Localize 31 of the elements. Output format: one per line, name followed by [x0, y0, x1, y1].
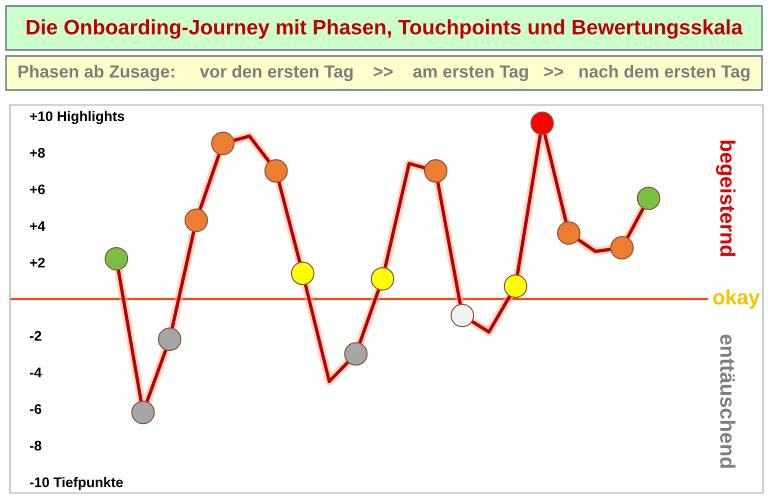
- y-tick-label: +2: [30, 258, 45, 268]
- y-tick-label: -4: [30, 368, 42, 378]
- point: [530, 112, 554, 136]
- y-tick-label: -8: [30, 440, 42, 451]
- point: [636, 186, 660, 210]
- chart-title: Die Onboarding-Journey mit Phasen, Touchpoints und Bewertungsskala: [26, 19, 743, 39]
- y-tick-label: +10 Highlights: [30, 110, 124, 124]
- ref-line-label: okay: [713, 289, 760, 309]
- point: [610, 236, 634, 260]
- y-tick-label: +8: [30, 148, 45, 158]
- y-tick-label: -2: [30, 330, 42, 341]
- point: [211, 132, 235, 156]
- point: [557, 221, 581, 245]
- point: [290, 262, 314, 286]
- y-tick-label: +4: [30, 221, 46, 231]
- point: [104, 246, 128, 270]
- point: [370, 267, 394, 291]
- chart-subtitle: Phasen ab Zusage: vor den ersten Tag >> am ersten Tag >> nach dem ersten Tag: [18, 64, 750, 82]
- point: [424, 159, 448, 183]
- point: [504, 274, 528, 298]
- point: [131, 400, 155, 424]
- y-tick-label: -6: [30, 404, 42, 414]
- point: [344, 342, 368, 366]
- point: [184, 208, 208, 232]
- y-tick-label: +6: [30, 184, 45, 194]
- text: enttäuschend: [720, 334, 736, 468]
- y-tick-label: -10 Tiefpunkte: [30, 476, 123, 490]
- point: [450, 304, 474, 328]
- text: begeisternd: [716, 140, 736, 256]
- point: [264, 159, 288, 183]
- point: [158, 328, 182, 352]
